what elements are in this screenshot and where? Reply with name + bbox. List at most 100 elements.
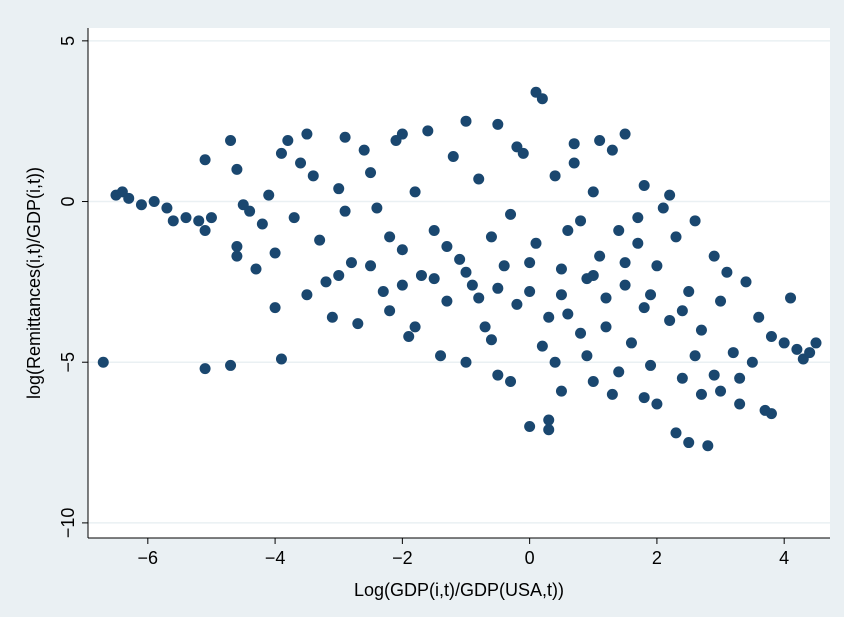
point bbox=[778, 337, 790, 349]
point bbox=[695, 324, 707, 336]
point bbox=[148, 196, 160, 208]
point bbox=[511, 298, 523, 310]
point bbox=[135, 199, 147, 211]
point bbox=[275, 353, 287, 365]
point bbox=[123, 192, 135, 204]
x-axis-title: Log(GDP(i,t)/GDP(USA,t)) bbox=[354, 580, 564, 600]
point bbox=[428, 273, 440, 285]
point bbox=[524, 420, 536, 432]
point bbox=[422, 125, 434, 137]
point bbox=[651, 398, 663, 410]
point bbox=[645, 289, 657, 301]
point bbox=[479, 321, 491, 333]
point bbox=[250, 263, 262, 275]
point bbox=[454, 253, 466, 265]
point bbox=[485, 334, 497, 346]
x-tick-label: −4 bbox=[265, 548, 286, 568]
point bbox=[670, 427, 682, 439]
point bbox=[524, 257, 536, 269]
point bbox=[409, 321, 421, 333]
x-tick-label: −6 bbox=[138, 548, 159, 568]
plot-area bbox=[88, 28, 830, 538]
point bbox=[167, 215, 179, 227]
point bbox=[543, 311, 555, 323]
point bbox=[505, 375, 517, 387]
point bbox=[441, 295, 453, 307]
point bbox=[734, 398, 746, 410]
point bbox=[485, 231, 497, 243]
point bbox=[549, 356, 561, 368]
point bbox=[536, 93, 548, 105]
point bbox=[555, 263, 567, 275]
point bbox=[199, 154, 211, 166]
point bbox=[460, 266, 472, 278]
point bbox=[225, 134, 237, 146]
point bbox=[428, 224, 440, 236]
point bbox=[600, 292, 612, 304]
point bbox=[689, 350, 701, 362]
point bbox=[231, 163, 243, 175]
point bbox=[339, 205, 351, 217]
point bbox=[568, 138, 580, 150]
point bbox=[619, 257, 631, 269]
point bbox=[562, 224, 574, 236]
point bbox=[447, 151, 459, 163]
point bbox=[403, 331, 415, 343]
x-tick-label: 0 bbox=[525, 548, 535, 568]
point bbox=[301, 128, 313, 140]
point bbox=[619, 279, 631, 291]
point bbox=[161, 202, 173, 214]
point bbox=[409, 186, 421, 198]
point bbox=[333, 183, 345, 195]
point bbox=[275, 147, 287, 159]
y-tick-label: −10 bbox=[58, 508, 78, 539]
point bbox=[231, 250, 243, 262]
point bbox=[205, 212, 217, 224]
point bbox=[307, 170, 319, 182]
point bbox=[721, 266, 733, 278]
point bbox=[244, 205, 256, 217]
point bbox=[632, 212, 644, 224]
point bbox=[199, 363, 211, 375]
point bbox=[377, 286, 389, 298]
point bbox=[396, 128, 408, 140]
point bbox=[492, 369, 504, 381]
point bbox=[587, 269, 599, 281]
point bbox=[606, 388, 618, 400]
point bbox=[619, 128, 631, 140]
point bbox=[543, 414, 555, 426]
point bbox=[625, 337, 637, 349]
point bbox=[727, 347, 739, 359]
x-tick-label: −2 bbox=[392, 548, 413, 568]
point bbox=[575, 327, 587, 339]
point bbox=[511, 141, 523, 153]
point bbox=[345, 257, 357, 269]
point bbox=[435, 350, 447, 362]
point bbox=[365, 260, 377, 272]
point bbox=[695, 388, 707, 400]
point bbox=[810, 337, 822, 349]
point bbox=[575, 215, 587, 227]
point bbox=[396, 279, 408, 291]
point bbox=[708, 250, 720, 262]
point bbox=[562, 308, 574, 320]
point bbox=[473, 292, 485, 304]
point bbox=[352, 318, 364, 330]
point bbox=[587, 375, 599, 387]
point bbox=[263, 189, 275, 201]
point bbox=[314, 234, 326, 246]
y-tick-label: 5 bbox=[58, 36, 78, 46]
point bbox=[613, 366, 625, 378]
point bbox=[536, 340, 548, 352]
point bbox=[753, 311, 765, 323]
point bbox=[466, 279, 478, 291]
point bbox=[702, 440, 714, 452]
point bbox=[670, 231, 682, 243]
point bbox=[326, 311, 338, 323]
point bbox=[600, 321, 612, 333]
point bbox=[651, 260, 663, 272]
point bbox=[683, 286, 695, 298]
point bbox=[613, 224, 625, 236]
point bbox=[606, 144, 618, 156]
point bbox=[498, 260, 510, 272]
